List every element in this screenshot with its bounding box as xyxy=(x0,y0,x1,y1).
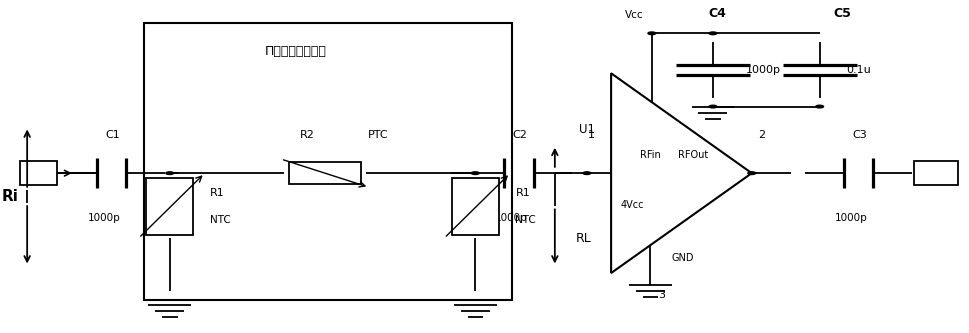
Text: GND: GND xyxy=(671,253,693,263)
Circle shape xyxy=(582,172,590,174)
Circle shape xyxy=(708,105,716,108)
Text: RFin: RFin xyxy=(639,150,660,160)
Text: 4Vcc: 4Vcc xyxy=(620,200,643,210)
Text: C2: C2 xyxy=(512,130,527,140)
Text: 1: 1 xyxy=(587,130,595,140)
Text: Π型电阻衰减网络: Π型电阻衰减网络 xyxy=(265,45,327,58)
Text: C3: C3 xyxy=(851,130,866,140)
Circle shape xyxy=(647,32,655,35)
Text: 1000p: 1000p xyxy=(745,65,780,75)
Text: C1: C1 xyxy=(105,130,120,140)
Text: 1000p: 1000p xyxy=(494,213,527,223)
Text: NTC: NTC xyxy=(515,215,536,225)
Text: R1: R1 xyxy=(515,188,530,198)
Text: Vcc: Vcc xyxy=(624,10,643,20)
Text: R2: R2 xyxy=(299,130,315,140)
Text: OUT: OUT xyxy=(922,168,948,178)
Bar xyxy=(452,178,498,235)
Text: RL: RL xyxy=(576,231,591,245)
Text: U1: U1 xyxy=(578,123,594,137)
Text: 1000p: 1000p xyxy=(833,213,866,223)
Text: Ri: Ri xyxy=(1,189,18,204)
Circle shape xyxy=(708,32,716,35)
Text: R1: R1 xyxy=(209,188,225,198)
Bar xyxy=(146,178,193,235)
Circle shape xyxy=(166,172,173,174)
Bar xyxy=(20,161,57,185)
Text: 2: 2 xyxy=(757,130,765,140)
Text: NTC: NTC xyxy=(209,215,231,225)
Text: 1000p: 1000p xyxy=(87,213,120,223)
Bar xyxy=(289,163,360,184)
Text: IN: IN xyxy=(32,168,46,178)
Circle shape xyxy=(815,105,823,108)
Text: PTC: PTC xyxy=(367,130,389,140)
Circle shape xyxy=(747,172,755,174)
Circle shape xyxy=(471,172,479,174)
Text: C4: C4 xyxy=(708,7,726,20)
Bar xyxy=(913,161,957,185)
Text: RFOut: RFOut xyxy=(677,150,708,160)
Text: 3: 3 xyxy=(658,290,665,300)
Text: C5: C5 xyxy=(832,7,850,20)
Bar xyxy=(143,23,512,300)
Text: 0.1u: 0.1u xyxy=(845,65,870,75)
